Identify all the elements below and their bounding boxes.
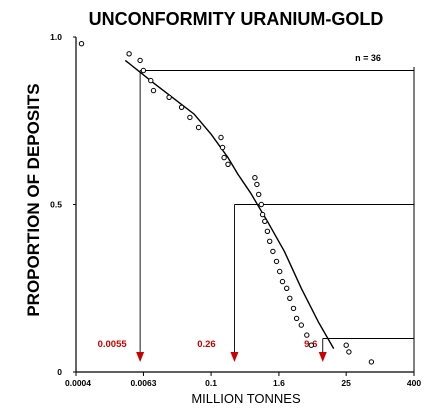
data-point — [290, 305, 297, 312]
data-point — [270, 248, 276, 255]
data-point — [126, 51, 132, 57]
x-tick-label: 400 — [407, 378, 421, 388]
data-point — [187, 114, 193, 121]
x-tick-label: 0.1 — [205, 378, 217, 388]
y-axis-label: PROPORTION OF DEPOSITS — [24, 83, 43, 316]
data-point — [252, 175, 258, 181]
data-point — [259, 211, 266, 218]
data-point — [273, 258, 280, 265]
data-point — [284, 285, 290, 291]
plot-area: 0.0004 0.0063 0.1 1.6 25 400 1.0 0.5 0 0.0055 0.26… — [50, 32, 421, 388]
y-tick-label: 0.5 — [50, 200, 62, 210]
data-point — [277, 268, 283, 275]
data-point — [293, 315, 300, 322]
data-point — [218, 134, 224, 141]
fitted-curve — [124, 59, 335, 349]
data-point — [225, 161, 231, 168]
data-point — [304, 332, 310, 338]
y-tick-label: 0 — [57, 367, 62, 377]
data-point — [298, 322, 304, 328]
data-point — [258, 201, 264, 208]
data-point — [343, 342, 349, 348]
y-tick-label: 1.0 — [50, 32, 62, 42]
data-point — [287, 295, 293, 301]
data-point — [308, 342, 314, 348]
data-point — [148, 77, 154, 84]
data-point — [267, 238, 273, 245]
data-point — [195, 124, 202, 131]
chart-title: UNCONFORMITY URANIUM-GOLD — [89, 9, 384, 29]
data-point — [254, 181, 260, 188]
quantile-arrow — [230, 352, 239, 362]
data-point — [221, 154, 227, 161]
quantile-arrow — [136, 352, 145, 362]
x-tick-label: 0.0063 — [130, 378, 156, 388]
data-point — [262, 218, 268, 225]
data-point — [346, 349, 352, 355]
data-point — [137, 57, 143, 64]
x-tick-label: 25 — [341, 378, 351, 388]
data-point — [219, 144, 226, 151]
x-tick-label: 1.6 — [273, 378, 285, 388]
data-point — [264, 228, 271, 235]
x-tick-label: 0.0004 — [65, 378, 91, 388]
quantile-label: 0.0055 — [98, 339, 128, 350]
data-point — [78, 41, 85, 47]
quantile-arrow — [318, 352, 327, 362]
x-axis-label: MILLION TONNES — [191, 391, 301, 406]
data-point — [368, 359, 375, 365]
data-point — [178, 104, 185, 111]
data-point — [150, 87, 157, 94]
data-point — [279, 278, 286, 285]
data-point — [140, 67, 147, 74]
data-point — [256, 191, 262, 198]
quantile-label: 0.26 — [197, 339, 216, 350]
sample-size-label: n = 36 — [355, 53, 381, 63]
data-point — [166, 94, 172, 101]
